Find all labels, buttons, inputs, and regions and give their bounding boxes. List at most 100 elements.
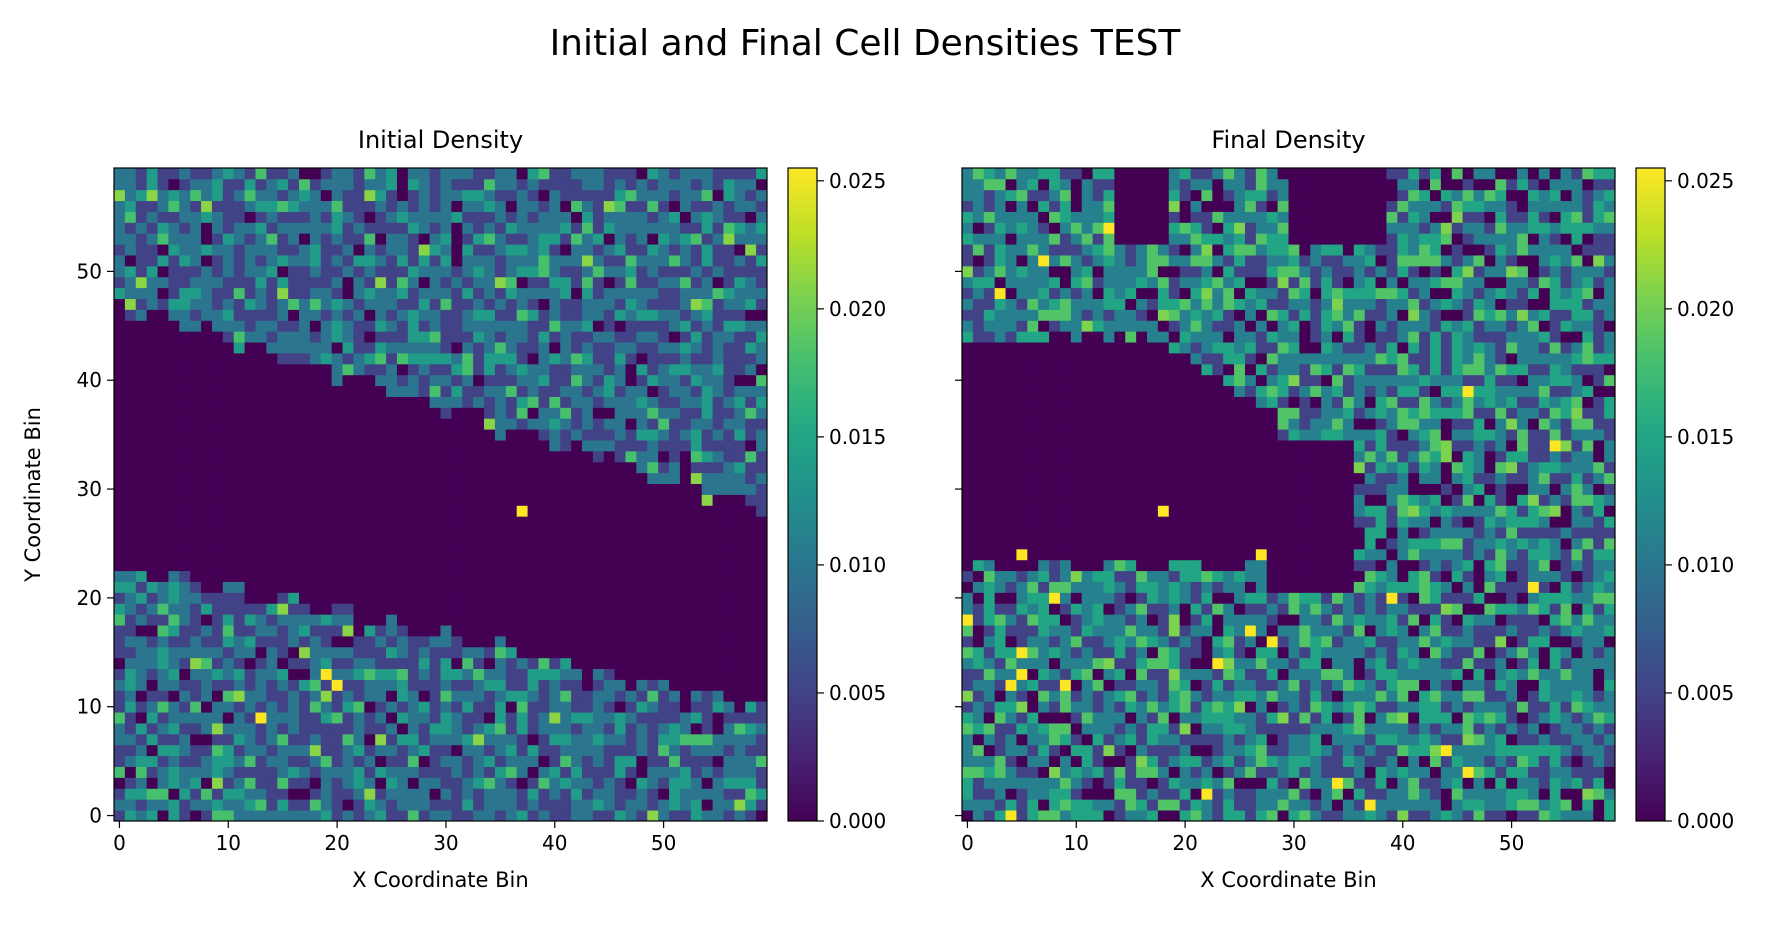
heatmap-cell	[1321, 635, 1333, 648]
heatmap-cell	[581, 440, 594, 452]
heatmap-cell	[1081, 712, 1093, 724]
heatmap-cell	[146, 505, 158, 517]
heatmap-cell	[222, 211, 235, 223]
heatmap-cell	[701, 494, 713, 506]
heatmap-cell	[756, 810, 768, 822]
heatmap-cell	[135, 309, 148, 321]
heatmap-cell	[473, 712, 485, 724]
heatmap-cell	[342, 450, 354, 463]
heatmap-cell	[157, 505, 169, 517]
heatmap-cell	[1560, 733, 1572, 746]
heatmap-cell	[625, 646, 637, 659]
heatmap-cell	[331, 440, 343, 452]
heatmap-cell	[277, 581, 289, 593]
heatmap-cell	[1332, 788, 1344, 800]
heatmap-cell	[114, 342, 126, 354]
heatmap-cell	[277, 265, 289, 278]
heatmap-cell	[614, 766, 626, 778]
heatmap-cell	[320, 374, 333, 387]
heatmap-cell	[1255, 592, 1268, 604]
heatmap-cell	[1244, 570, 1257, 582]
heatmap-cell	[658, 527, 670, 539]
heatmap-cell	[647, 690, 659, 702]
heatmap-cell	[1277, 788, 1289, 800]
heatmap-cell	[342, 744, 354, 757]
x-tick-label: 20	[324, 831, 349, 855]
heatmap-cell	[983, 581, 996, 593]
heatmap-cell	[244, 331, 256, 343]
heatmap-cell	[701, 625, 713, 637]
heatmap-cell	[745, 342, 757, 354]
heatmap-cell	[266, 211, 278, 223]
heatmap-cell	[211, 690, 224, 702]
heatmap-cell	[255, 178, 267, 191]
heatmap-cell	[124, 646, 137, 659]
heatmap-cell	[201, 657, 213, 670]
heatmap-cell	[592, 200, 605, 212]
heatmap-cell	[473, 657, 485, 670]
heatmap-cell	[201, 309, 213, 321]
heatmap-cell	[1027, 646, 1039, 659]
heatmap-cell	[429, 244, 441, 256]
heatmap-cell	[407, 614, 420, 626]
heatmap-cell	[1277, 701, 1289, 713]
heatmap-cell	[179, 646, 191, 659]
heatmap-cell	[1288, 733, 1300, 746]
heatmap-cell	[723, 635, 735, 648]
heatmap-cell	[581, 255, 594, 267]
heatmap-cell	[549, 712, 561, 724]
heatmap-cell	[1027, 668, 1039, 680]
heatmap-cell	[1136, 581, 1148, 593]
heatmap-cell	[1527, 712, 1540, 724]
heatmap-cell	[1342, 581, 1355, 593]
heatmap-cell	[527, 385, 539, 397]
heatmap-cell	[994, 668, 1006, 680]
heatmap-cell	[1201, 625, 1213, 637]
heatmap-cell	[690, 592, 703, 604]
heatmap-cell	[1582, 788, 1594, 800]
heatmap-cell	[679, 385, 692, 397]
heatmap-cell	[201, 320, 213, 332]
heatmap-cell	[690, 581, 703, 593]
heatmap-cell	[538, 287, 550, 299]
heatmap-cell	[603, 581, 616, 593]
heatmap-cell	[255, 559, 267, 572]
heatmap-cell	[168, 538, 180, 550]
heatmap-cell	[1266, 679, 1279, 691]
heatmap-cell	[756, 570, 768, 582]
heatmap-cell	[255, 788, 267, 800]
heatmap-cell	[255, 690, 267, 702]
heatmap-cell	[734, 189, 746, 202]
heatmap-cell	[1212, 810, 1224, 822]
heatmap-cell	[712, 657, 724, 670]
heatmap-cell	[701, 668, 713, 680]
heatmap-cell	[1386, 581, 1398, 593]
heatmap-cell	[440, 429, 452, 441]
heatmap-cell	[614, 396, 626, 408]
heatmap-cell	[647, 712, 659, 724]
heatmap-cell	[429, 407, 441, 419]
heatmap-cell	[124, 418, 137, 430]
heatmap-cell	[288, 690, 300, 702]
heatmap-cell	[146, 178, 158, 191]
heatmap-cell	[114, 559, 126, 572]
heatmap-cell	[451, 744, 463, 757]
heatmap-cell	[114, 429, 126, 441]
heatmap-cell	[494, 461, 507, 474]
heatmap-cell	[233, 461, 245, 474]
heatmap-cell	[135, 755, 148, 767]
heatmap-cell	[211, 385, 224, 397]
heatmap-cell	[309, 461, 322, 474]
heatmap-cell	[614, 723, 626, 735]
heatmap-cell	[1560, 625, 1572, 637]
heatmap-cell	[440, 723, 452, 735]
heatmap-cell	[581, 450, 594, 463]
heatmap-cell	[179, 309, 191, 321]
heatmap-cell	[1157, 712, 1170, 724]
heatmap-cell	[396, 287, 409, 299]
heatmap-cell	[233, 233, 245, 245]
heatmap-cell	[1506, 635, 1518, 648]
heatmap-cell	[364, 494, 376, 506]
heatmap-cell	[549, 407, 561, 419]
heatmap-cell	[1005, 733, 1017, 746]
